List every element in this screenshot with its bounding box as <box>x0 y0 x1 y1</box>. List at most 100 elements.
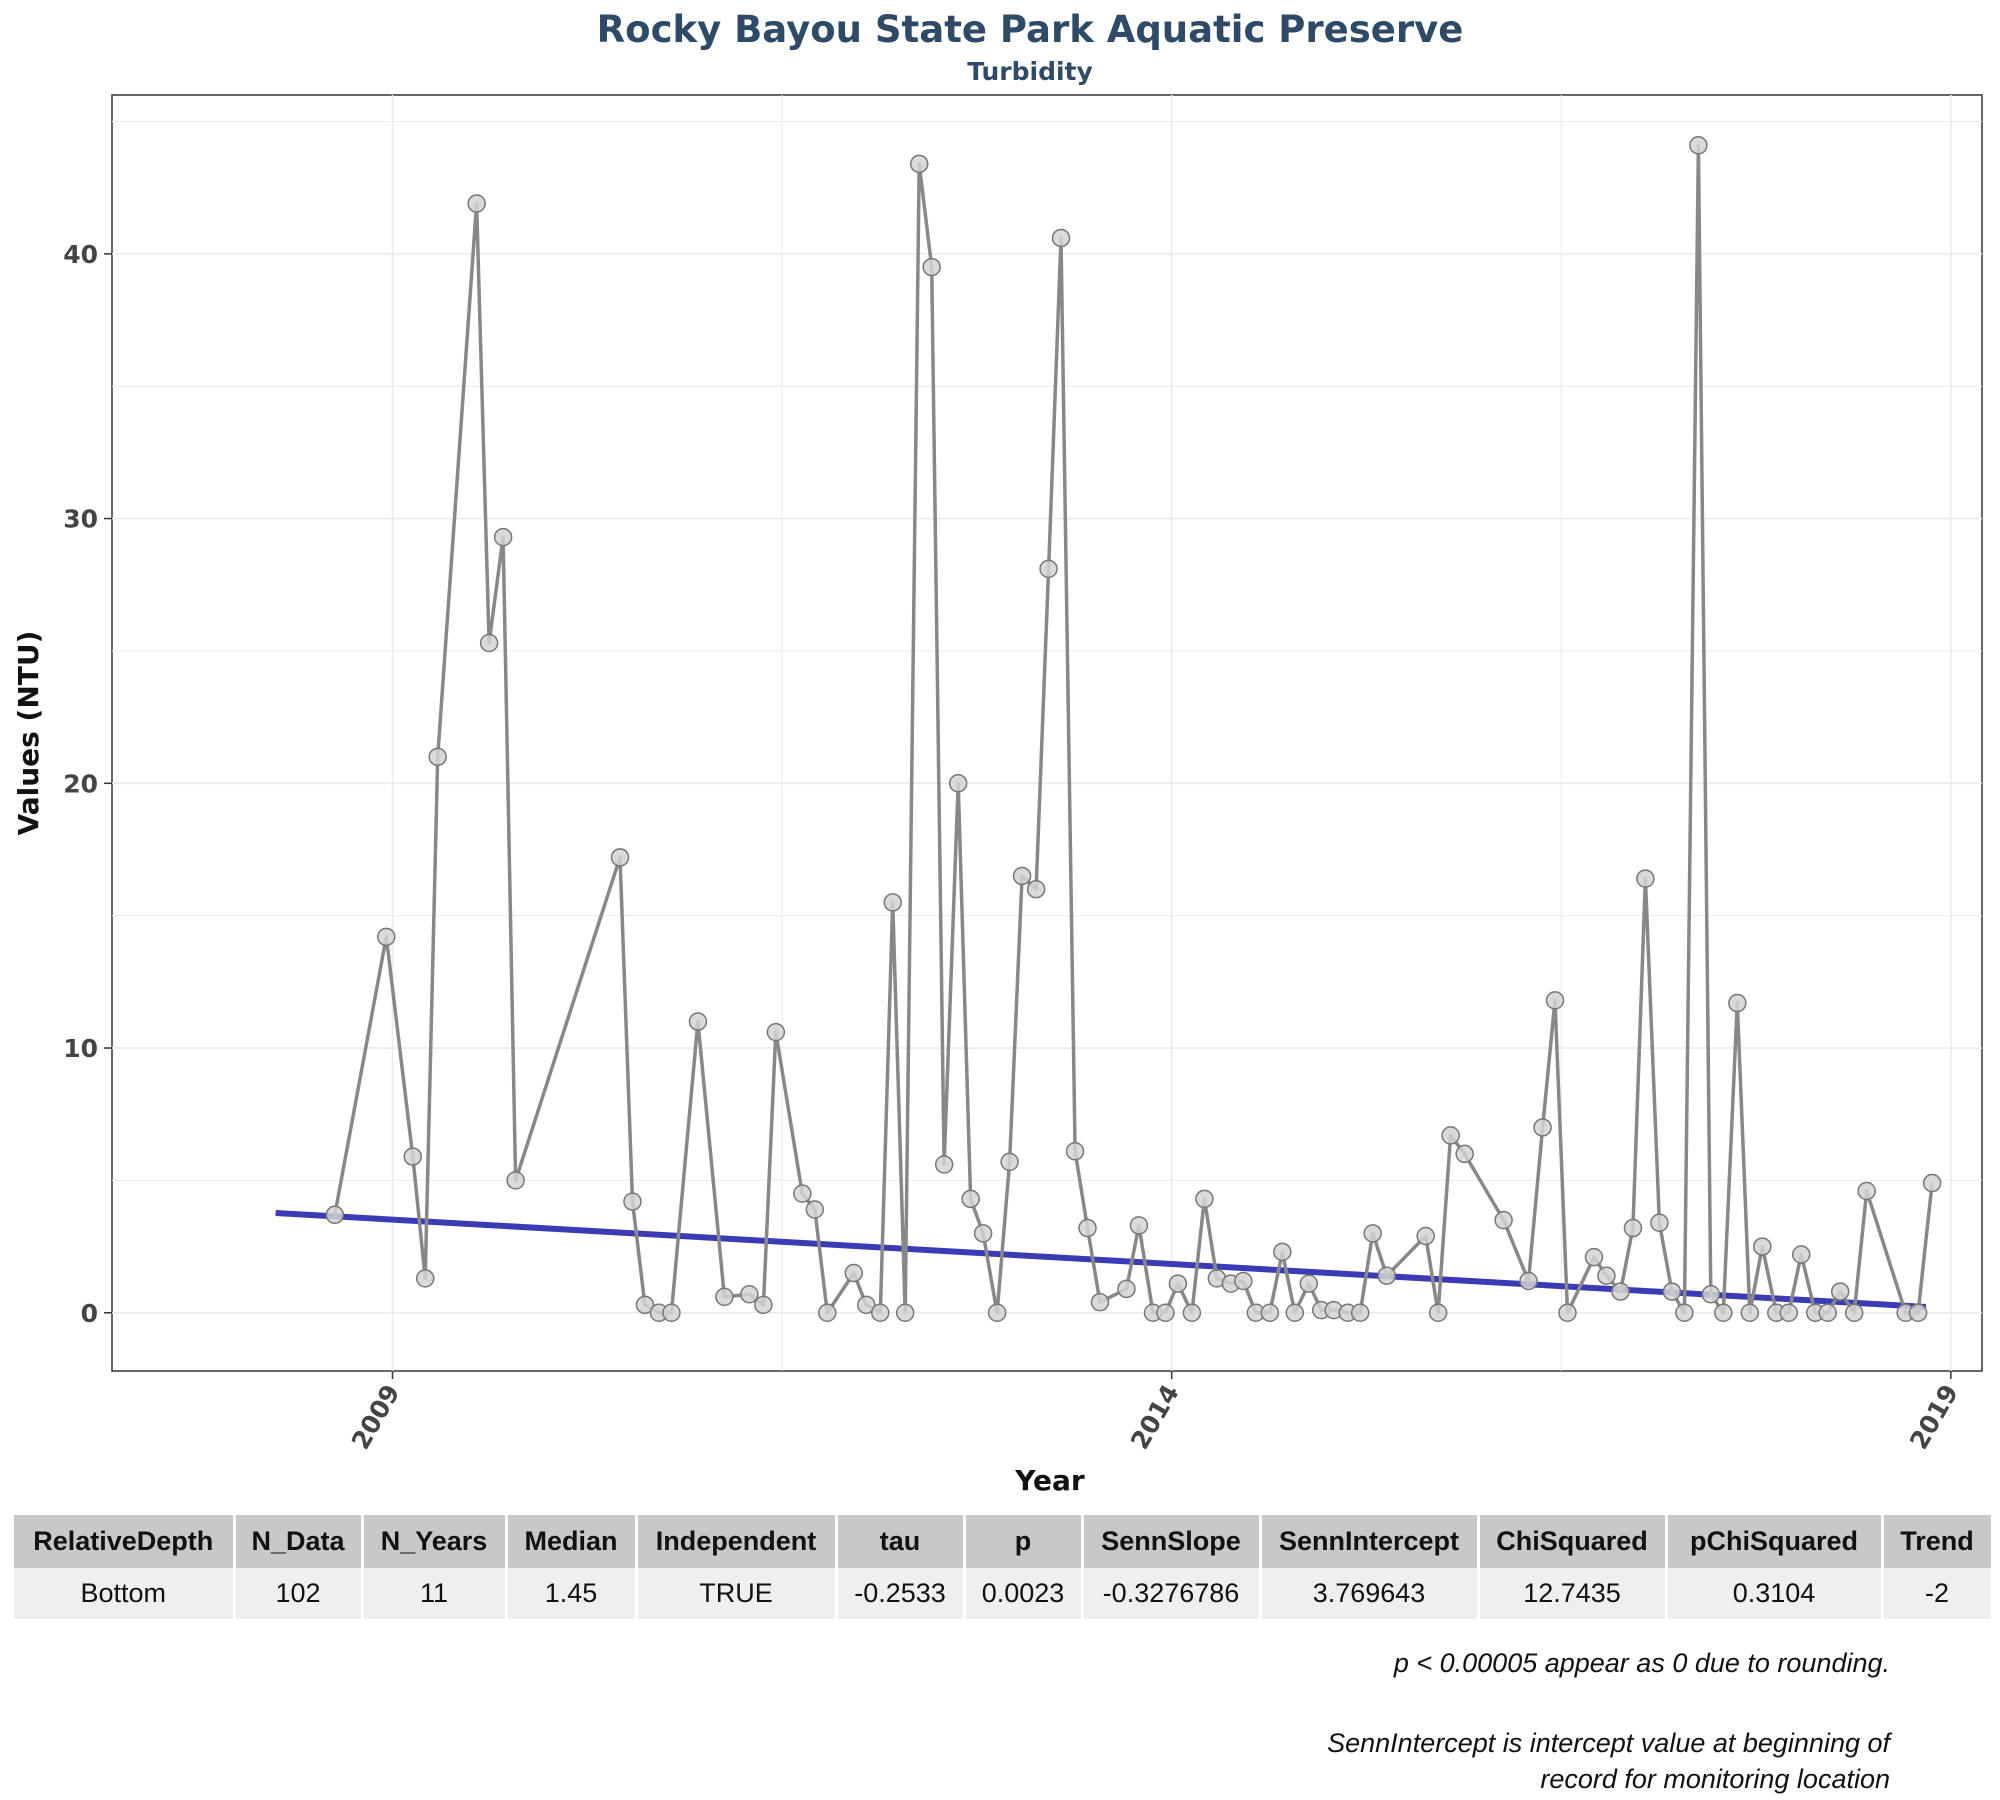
data-point <box>1299 1274 1319 1293</box>
data-point <box>1922 1173 1942 1193</box>
data-point <box>909 154 929 174</box>
intercept-note-line1: SennIntercept is intercept value at begi… <box>1327 1728 1890 1758</box>
data-point <box>715 1287 734 1307</box>
y-axis-title: Values (NTU) <box>12 631 45 836</box>
table-header-cell: N_Data <box>234 1515 364 1568</box>
x-axis: 2009 2014 2019 <box>346 1371 1964 1454</box>
data-point <box>662 1303 681 1323</box>
x-tick-label: 2009 <box>346 1380 406 1455</box>
data-point <box>961 1189 980 1209</box>
data-point <box>428 747 447 767</box>
table-header-cell: pChiSquared <box>1666 1515 1884 1568</box>
data-point <box>1728 993 1747 1013</box>
data-point <box>1779 1303 1799 1323</box>
data-point <box>1090 1292 1110 1312</box>
chart-title: Rocky Bayou State Park Aquatic Preserve <box>597 8 1464 51</box>
y-axis: 0 10 20 30 40 <box>63 240 112 1328</box>
table-header-cell: Independent <box>636 1515 838 1568</box>
data-point <box>1000 1152 1019 1172</box>
data-point <box>1701 1284 1721 1304</box>
data-point <box>1156 1303 1175 1323</box>
data-point <box>1650 1213 1669 1233</box>
data-point <box>754 1295 773 1315</box>
data-point <box>325 1205 345 1225</box>
data-point <box>1051 228 1071 248</box>
data-point <box>1636 869 1655 888</box>
data-point <box>1350 1303 1370 1323</box>
data-point <box>740 1284 759 1304</box>
data-point <box>1830 1282 1850 1301</box>
data-point <box>1611 1282 1630 1301</box>
data-point <box>987 1303 1007 1323</box>
data-point <box>895 1303 915 1323</box>
table-header-cell: p <box>964 1515 1084 1568</box>
data-point <box>1441 1126 1460 1145</box>
data-point <box>493 527 513 547</box>
table-header-row: RelativeDepth N_Data N_Years Median Independ… <box>14 1515 1994 1568</box>
table-cell: 1.45 <box>506 1568 638 1619</box>
data-point <box>1857 1181 1876 1201</box>
data-point <box>479 633 499 653</box>
table-header-cell: ChiSquared <box>1478 1515 1668 1568</box>
data-point <box>1285 1303 1305 1323</box>
y-tick-label: 0 <box>81 1299 98 1328</box>
table-cell: Bottom <box>14 1568 236 1619</box>
x-axis-title: Year <box>1014 1464 1085 1497</box>
table-cell: -2 <box>1882 1568 1994 1619</box>
data-point <box>1026 879 1046 899</box>
table-body: Bottom 102 11 1.45 TRUE -0.2533 0.0023 -0.32767… <box>14 1568 1994 1619</box>
y-tick-label: 30 <box>63 505 98 534</box>
data-point <box>922 257 941 277</box>
table-cell: 0.3104 <box>1666 1568 1884 1619</box>
grid <box>112 95 1982 1371</box>
data-point <box>1844 1303 1864 1323</box>
table-cell: 11 <box>362 1568 508 1619</box>
data-point <box>883 893 902 912</box>
data-point <box>1416 1226 1435 1246</box>
data-point <box>1168 1274 1188 1293</box>
table-row: Bottom 102 11 1.45 TRUE -0.2533 0.0023 -0.32767… <box>14 1568 1994 1619</box>
data-point <box>973 1224 993 1243</box>
data-point <box>1689 136 1708 155</box>
intercept-note: SennIntercept is intercept value at begi… <box>1327 1725 1890 1797</box>
data-point <box>871 1303 890 1323</box>
stats-table: RelativeDepth N_Data N_Years Median Independ… <box>14 1515 1994 1619</box>
data-point <box>1039 559 1058 579</box>
data-point <box>1545 991 1565 1010</box>
data-point <box>766 1022 786 1042</box>
data-point <box>1117 1279 1136 1299</box>
data-point <box>1908 1303 1928 1323</box>
intercept-note-line2: record for monitoring location <box>1540 1764 1890 1794</box>
chart: Rocky Bayou State Park Aquatic Preserve … <box>12 8 1983 1497</box>
x-tick-label: 2014 <box>1125 1380 1185 1455</box>
trend-line <box>275 1209 1927 1310</box>
table-cell: 0.0023 <box>964 1568 1084 1619</box>
data-point <box>818 1303 837 1323</box>
data-point <box>1182 1303 1202 1323</box>
data-point <box>1129 1216 1149 1235</box>
data-point <box>1519 1271 1538 1291</box>
data-point <box>377 927 396 947</box>
data-point <box>1377 1266 1396 1285</box>
data-point <box>1558 1303 1577 1323</box>
data-point <box>635 1295 655 1315</box>
data-point <box>1494 1210 1513 1230</box>
table-cell: TRUE <box>636 1568 838 1619</box>
table-cell: 102 <box>234 1568 364 1619</box>
data-point <box>1012 866 1032 886</box>
data-point <box>856 1295 876 1315</box>
data-point <box>1065 1142 1085 1161</box>
data-point <box>1791 1245 1811 1264</box>
table-header-cell: SennIntercept <box>1260 1515 1480 1568</box>
data-point <box>1428 1303 1448 1323</box>
y-tick-label: 20 <box>63 769 98 798</box>
data-point <box>610 848 630 867</box>
data-point <box>1584 1247 1604 1267</box>
data-points-layer <box>325 136 1942 1323</box>
data-point <box>1234 1271 1253 1291</box>
data-point <box>415 1269 435 1288</box>
data-point <box>1753 1237 1772 1256</box>
data-point <box>805 1200 825 1219</box>
data-point <box>1363 1224 1382 1243</box>
data-point <box>948 774 968 793</box>
